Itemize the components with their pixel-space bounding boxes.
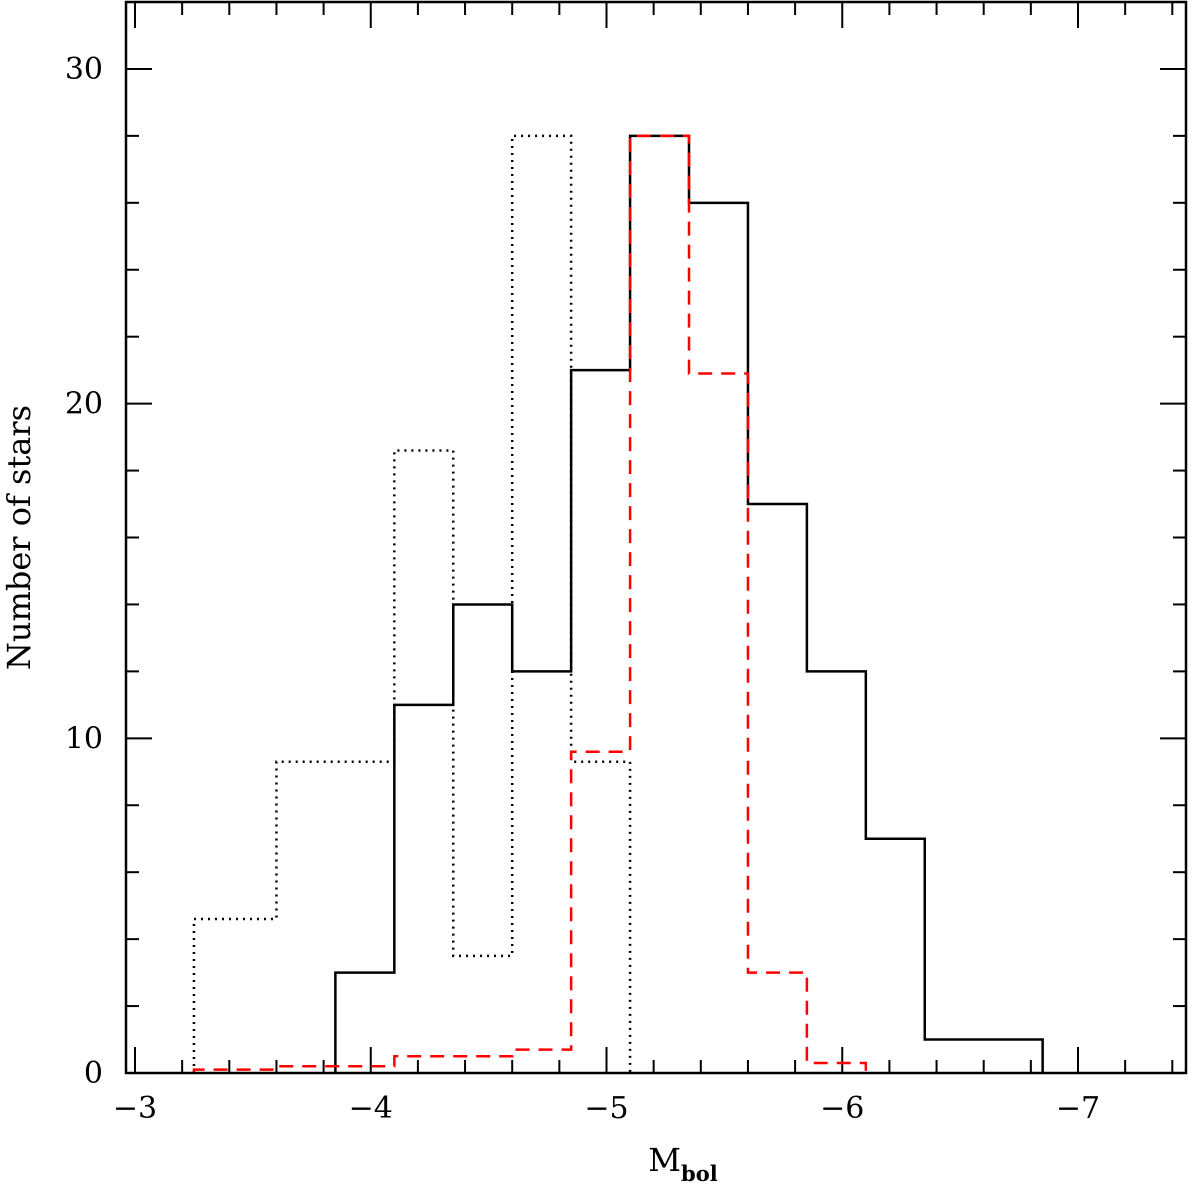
- axis-ticks: [126, 1, 1186, 1074]
- y-tick-label: 20: [65, 387, 103, 422]
- series-layer: [192, 134, 1044, 1073]
- histogram-solid-series: [334, 134, 1044, 1073]
- plot-frame: [124, 0, 1188, 1075]
- y-tick-label: 30: [65, 52, 103, 87]
- x-axis-label-main: M: [648, 1141, 681, 1179]
- y-tick-label: 10: [65, 721, 103, 756]
- x-tick-label: −6: [820, 1091, 864, 1126]
- y-axis-label: Number of stars: [0, 405, 38, 670]
- x-axis-label: Mbol: [648, 1141, 717, 1186]
- x-tick-label: −5: [584, 1091, 628, 1126]
- x-tick-label: −4: [349, 1091, 393, 1126]
- histogram-dashed-series: [192, 134, 868, 1073]
- histogram-dotted-series: [192, 134, 632, 1073]
- tick-labels: −3 −4 −5 −6 −7 0 10 20 30: [65, 52, 1100, 1126]
- x-axis-label-subscript: bol: [681, 1161, 718, 1186]
- y-tick-label: 0: [84, 1056, 103, 1091]
- x-tick-label: −3: [113, 1091, 157, 1126]
- x-tick-label: −7: [1056, 1091, 1100, 1126]
